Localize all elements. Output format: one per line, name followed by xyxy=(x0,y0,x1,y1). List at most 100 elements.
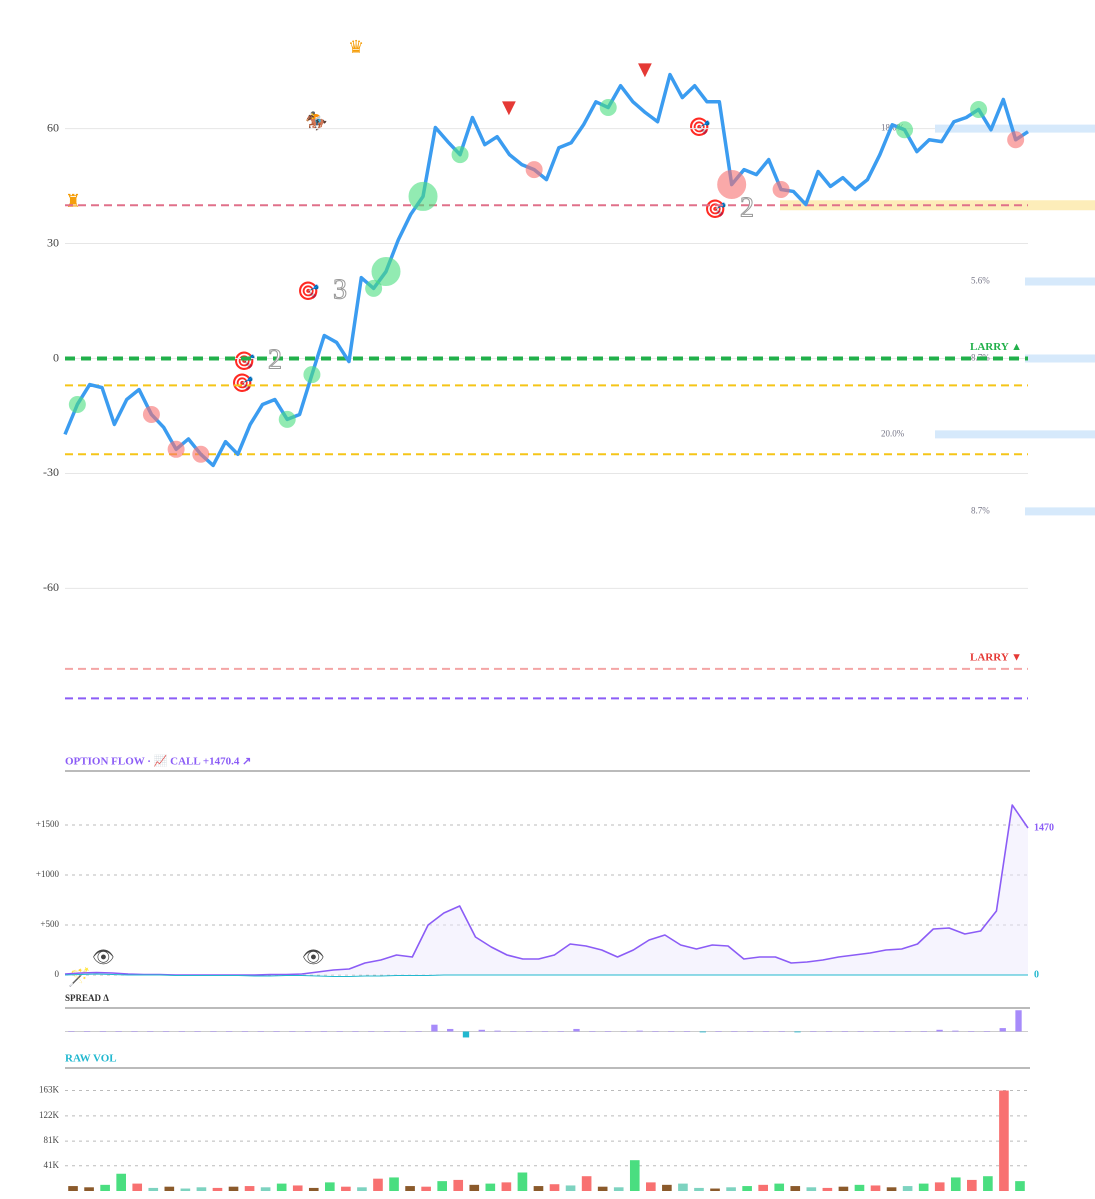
bar xyxy=(147,1031,154,1032)
bar xyxy=(257,1031,264,1032)
bar xyxy=(573,1028,580,1032)
bar xyxy=(565,1185,576,1191)
bar xyxy=(870,1185,881,1191)
end-label: 1470 xyxy=(1034,822,1054,833)
bar xyxy=(726,1187,736,1191)
icon: ♛ xyxy=(348,37,364,58)
bar xyxy=(431,1024,438,1032)
bar xyxy=(541,1031,549,1032)
bar xyxy=(273,1031,280,1032)
bar xyxy=(613,1187,624,1191)
bar xyxy=(886,1187,897,1191)
bar xyxy=(904,1031,912,1032)
bar xyxy=(889,1031,896,1032)
bar xyxy=(389,1177,399,1191)
series-line xyxy=(64,973,1028,977)
level-label: LARRY ▲ xyxy=(970,341,1022,353)
zone xyxy=(935,124,1095,133)
icon: ♜ xyxy=(65,191,81,212)
y-tick-label: +500 xyxy=(40,919,59,929)
marker xyxy=(371,257,401,287)
bar xyxy=(244,1186,255,1191)
bar xyxy=(501,1182,512,1191)
bar xyxy=(950,1177,961,1191)
icon: ▼ xyxy=(502,97,516,118)
annotation: 2 xyxy=(268,344,282,375)
icon: 🎯 xyxy=(297,281,319,302)
series-line xyxy=(64,804,1029,976)
bar xyxy=(116,1173,126,1191)
bar xyxy=(620,1031,628,1032)
bar xyxy=(857,1031,864,1032)
bar xyxy=(357,1187,367,1191)
zone xyxy=(1025,277,1095,286)
bar xyxy=(131,1031,138,1032)
icons: 🏇 🎯 🎯 🎯 🎯 🎯 ♛ ♜ ▼ ▼ 🪄 👁 👁 xyxy=(65,37,726,988)
bar xyxy=(699,1031,706,1033)
marker xyxy=(525,161,543,179)
bar xyxy=(604,1031,612,1032)
bar xyxy=(683,1031,691,1032)
bar xyxy=(662,1184,672,1191)
bar xyxy=(920,1031,927,1032)
y-tick-label: +1500 xyxy=(36,819,60,829)
bar xyxy=(762,1031,770,1032)
bar xyxy=(164,1186,175,1191)
bar xyxy=(289,1031,296,1032)
bar xyxy=(304,1031,312,1032)
bar xyxy=(383,1031,391,1032)
marker xyxy=(717,170,747,200)
icon: 🎯 xyxy=(704,199,726,220)
panel-title: OPTION FLOW · 📈 CALL +1470.4 ↗ xyxy=(65,755,251,768)
bar xyxy=(510,1031,517,1032)
y-tick-label: -60 xyxy=(43,580,59,594)
bar xyxy=(196,1187,207,1191)
end-label: 0 xyxy=(1034,969,1039,980)
bar xyxy=(646,1182,656,1191)
bar xyxy=(100,1184,110,1191)
y-tick-label: 0 xyxy=(55,969,60,979)
bar xyxy=(694,1187,704,1191)
panel-title: SPREAD Δ xyxy=(65,993,109,1003)
bar xyxy=(746,1031,754,1032)
bar xyxy=(952,1030,959,1032)
bar xyxy=(636,1030,643,1032)
bar xyxy=(715,1031,722,1032)
icon: ▼ xyxy=(638,59,652,80)
bar xyxy=(453,1179,464,1191)
bar xyxy=(517,1172,528,1191)
zone-label: 20.0% xyxy=(881,428,905,438)
bar xyxy=(758,1184,768,1191)
marker xyxy=(303,366,321,384)
bar xyxy=(794,1031,801,1033)
bar xyxy=(581,1176,592,1191)
bar xyxy=(774,1183,785,1191)
zone xyxy=(935,430,1095,439)
bar xyxy=(399,1031,406,1032)
bar xyxy=(918,1183,929,1191)
bar xyxy=(652,1031,659,1032)
y-tick-label: 122K xyxy=(39,1110,60,1120)
bar xyxy=(742,1186,752,1191)
bar xyxy=(533,1186,544,1191)
marker xyxy=(192,445,210,463)
series-line xyxy=(63,72,1029,468)
bar xyxy=(115,1031,122,1032)
bar xyxy=(148,1187,159,1191)
marker xyxy=(896,121,914,139)
bar xyxy=(462,1031,470,1038)
bar xyxy=(405,1186,415,1191)
y-tick-label: 41K xyxy=(44,1160,60,1170)
bar xyxy=(999,1090,1009,1191)
y-tick-label: +1000 xyxy=(36,869,60,879)
level-label: LARRY ▼ xyxy=(970,651,1022,663)
bar xyxy=(629,1160,640,1191)
bar xyxy=(194,1031,201,1032)
bar xyxy=(597,1186,608,1191)
bar xyxy=(983,1176,993,1191)
bar xyxy=(415,1031,422,1032)
bar xyxy=(341,1186,351,1191)
bar xyxy=(841,1031,849,1032)
y-tick-label: 60 xyxy=(47,120,59,134)
